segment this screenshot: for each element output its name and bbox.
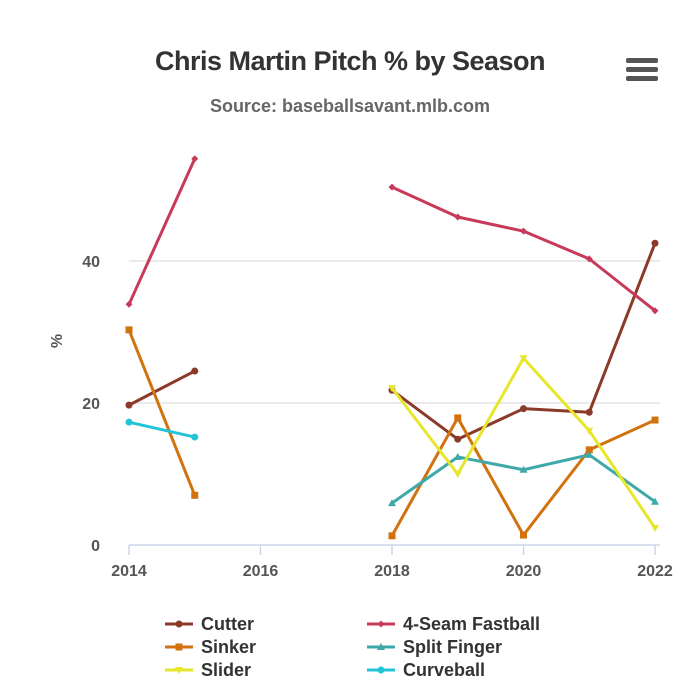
legend-item[interactable]: Curveball [367, 660, 485, 680]
series-slider [388, 355, 659, 532]
data-point [454, 414, 462, 422]
data-point [585, 446, 593, 454]
legend-marker [175, 620, 183, 628]
series-line [128, 420, 196, 439]
legend-label: 4-Seam Fastball [403, 614, 540, 634]
data-point [519, 355, 528, 363]
series-line [391, 185, 656, 312]
data-point [585, 255, 593, 263]
data-point [585, 450, 594, 458]
series-line [390, 356, 657, 529]
series-4-seam-fastball [125, 155, 659, 315]
legend-marker [175, 667, 183, 674]
data-point [388, 532, 396, 540]
x-tick-label: 2018 [374, 563, 410, 580]
legend-item[interactable]: Sinker [165, 637, 256, 657]
legend-label: Cutter [201, 614, 254, 634]
series-sinker [125, 326, 659, 540]
data-point [651, 239, 659, 247]
y-tick-label: 40 [82, 254, 100, 271]
x-tick-label: 2020 [506, 563, 542, 580]
data-point [519, 465, 528, 473]
legend-label: Split Finger [403, 637, 502, 657]
data-point [520, 227, 527, 235]
series-curveball [125, 418, 199, 441]
data-point [651, 416, 659, 424]
data-point [453, 452, 462, 460]
x-tick-label: 2014 [111, 563, 147, 580]
data-point [454, 435, 462, 443]
series-split-finger [388, 450, 659, 507]
data-point [585, 427, 594, 435]
legend-marker [175, 643, 183, 651]
chart-title: Chris Martin Pitch % by Season [154, 46, 546, 76]
legend-label: Slider [201, 660, 251, 680]
data-point [453, 471, 462, 478]
data-point [520, 405, 527, 413]
data-point [388, 385, 396, 393]
legend-item[interactable]: Cutter [165, 614, 254, 634]
data-point [191, 367, 199, 375]
chart-subtitle: Source: baseballsavant.mlb.com [209, 96, 491, 116]
data-point [191, 155, 199, 163]
data-point [454, 213, 462, 221]
data-point [388, 499, 396, 507]
legend-label: Curveball [403, 660, 485, 680]
data-point [125, 401, 133, 409]
x-tick-label: 2016 [243, 563, 279, 580]
legend-item[interactable]: 4-Seam Fastball [367, 614, 540, 634]
data-point [651, 524, 659, 532]
y-tick-label: 20 [82, 396, 100, 413]
data-point [125, 300, 133, 308]
data-point [388, 183, 396, 191]
y-tick-label: 0 [91, 538, 100, 555]
legend-marker [377, 666, 385, 674]
legend-item[interactable]: Split Finger [367, 637, 502, 657]
series-line [128, 369, 196, 407]
data-point [191, 433, 199, 441]
data-point [125, 418, 133, 426]
x-tick-label: 2022 [637, 563, 673, 580]
data-point [520, 531, 527, 539]
y-axis-label: % [49, 334, 66, 348]
data-point [651, 307, 659, 315]
series-line [127, 329, 197, 496]
legend-label: Sinker [201, 637, 256, 657]
legend-item[interactable]: Slider [165, 660, 251, 680]
hamburger-menu-icon[interactable] [626, 58, 658, 86]
data-point [191, 491, 199, 499]
series-cutter [125, 239, 659, 443]
data-point [585, 408, 593, 416]
data-point [651, 497, 659, 505]
series-line [127, 158, 197, 305]
legend-marker [377, 643, 385, 650]
data-point [125, 326, 133, 334]
legend-marker [377, 620, 385, 628]
